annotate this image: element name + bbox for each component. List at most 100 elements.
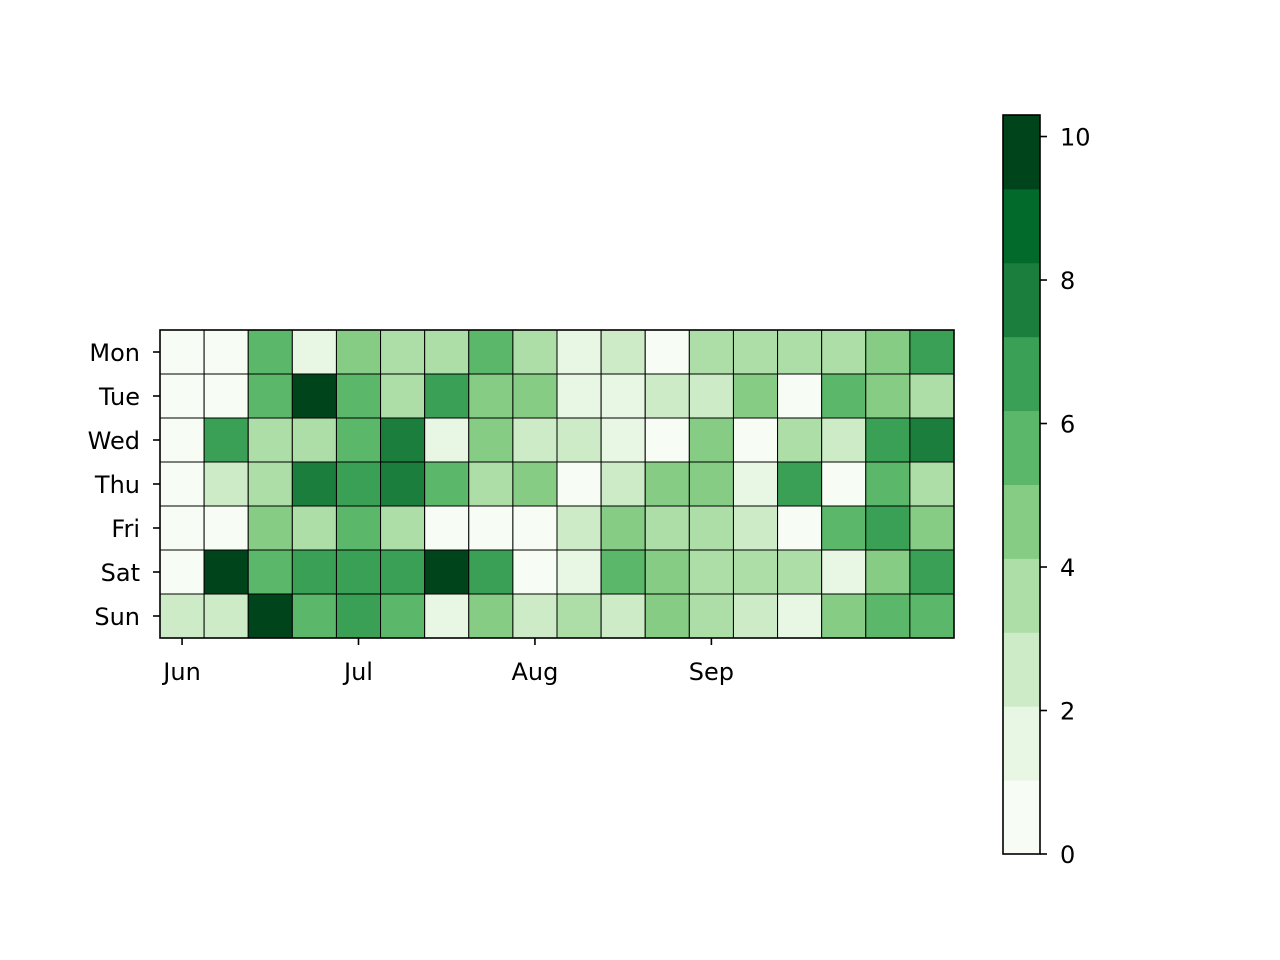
heatmap-cell bbox=[909, 329, 955, 375]
heatmap-cell bbox=[203, 417, 249, 463]
heatmap-cell bbox=[380, 461, 426, 507]
heatmap-cell bbox=[865, 505, 911, 551]
heatmap-cell bbox=[291, 549, 337, 595]
heatmap-cell bbox=[203, 373, 249, 419]
heatmap-cell bbox=[600, 373, 646, 419]
heatmap-cell bbox=[556, 373, 602, 419]
heatmap-cell bbox=[203, 505, 249, 551]
heatmap-cell bbox=[909, 593, 955, 639]
heatmap-cell bbox=[732, 505, 779, 551]
heatmap-cell bbox=[688, 461, 734, 507]
heatmap-cell bbox=[909, 373, 955, 419]
colorbar-band bbox=[1003, 115, 1040, 190]
heatmap-cell bbox=[556, 329, 602, 375]
heatmap-cell bbox=[865, 461, 911, 507]
heatmap-cell bbox=[380, 373, 426, 419]
colorbar-band bbox=[1003, 558, 1040, 633]
heatmap-cell bbox=[291, 329, 337, 375]
heatmap-cell bbox=[644, 329, 690, 375]
heatmap-cell bbox=[688, 373, 734, 419]
heatmap-cell bbox=[688, 505, 734, 551]
heatmap-cell bbox=[777, 549, 823, 595]
heatmap-cell bbox=[203, 461, 249, 507]
heatmap-cell bbox=[335, 549, 382, 595]
heatmap-cell bbox=[556, 461, 602, 507]
heatmap-cell bbox=[512, 373, 558, 419]
colorbar-tick-label: 10 bbox=[1060, 124, 1091, 152]
heatmap-cell bbox=[159, 417, 205, 463]
heatmap-cell bbox=[424, 417, 470, 463]
heatmap-cell bbox=[512, 417, 558, 463]
heatmap-cell bbox=[159, 593, 205, 639]
heatmap-cell bbox=[821, 461, 867, 507]
heatmap-cell bbox=[380, 549, 426, 595]
heatmap-cell bbox=[865, 329, 911, 375]
x-tick-label: Sep bbox=[689, 658, 734, 686]
heatmap-cell bbox=[291, 417, 337, 463]
heatmap-cell bbox=[600, 417, 646, 463]
y-tick-label: Wed bbox=[88, 427, 140, 455]
heatmap-cell bbox=[821, 417, 867, 463]
heatmap-cell bbox=[556, 549, 602, 595]
heatmap-cell bbox=[777, 329, 823, 375]
heatmap-cell bbox=[468, 417, 514, 463]
heatmap-cell bbox=[291, 373, 337, 419]
heatmap-cell bbox=[909, 417, 955, 463]
y-tick-label: Sat bbox=[101, 559, 140, 587]
colorbar-frame bbox=[1002, 114, 1041, 855]
heatmap-cell bbox=[335, 505, 382, 551]
heatmap-cell bbox=[688, 593, 734, 639]
heatmap-cell bbox=[865, 373, 911, 419]
heatmap-cell bbox=[732, 461, 779, 507]
heatmap-cell bbox=[335, 461, 382, 507]
heatmap-cell bbox=[380, 505, 426, 551]
heatmap-cell bbox=[600, 505, 646, 551]
heatmap-cell bbox=[159, 373, 205, 419]
y-tick-label: Thu bbox=[94, 471, 140, 499]
heatmap-cell bbox=[909, 505, 955, 551]
heatmap-cell bbox=[468, 461, 514, 507]
heatmap-cell bbox=[247, 549, 293, 595]
heatmap-cell bbox=[468, 329, 514, 375]
heatmap-cell bbox=[909, 549, 955, 595]
heatmap-cell bbox=[159, 505, 205, 551]
colorbar-band bbox=[1003, 262, 1040, 338]
heatmap-cell bbox=[247, 373, 293, 419]
heatmap-cell bbox=[424, 505, 470, 551]
heatmap-cell bbox=[777, 373, 823, 419]
heatmap-cell bbox=[247, 417, 293, 463]
heatmap-cell bbox=[291, 461, 337, 507]
heatmap-cell bbox=[821, 505, 867, 551]
heatmap-cell bbox=[468, 373, 514, 419]
y-tick-label: Sun bbox=[94, 603, 140, 631]
heatmap-cell bbox=[777, 461, 823, 507]
colorbar-band bbox=[1003, 410, 1040, 485]
heatmap-cell bbox=[821, 329, 867, 375]
heatmap-cell bbox=[247, 461, 293, 507]
heatmap-cell bbox=[468, 593, 514, 639]
heatmap-cell bbox=[909, 461, 955, 507]
heatmap-cell bbox=[777, 505, 823, 551]
colorbar-tick-label: 8 bbox=[1060, 267, 1075, 295]
colorbar-tick-label: 4 bbox=[1060, 554, 1075, 582]
heatmap-cell bbox=[821, 549, 867, 595]
heatmap-cell bbox=[688, 329, 734, 375]
y-tick-label: Tue bbox=[98, 383, 140, 411]
heatmap-cell bbox=[732, 373, 779, 419]
heatmap-cell bbox=[644, 373, 690, 419]
heatmap-cell bbox=[600, 461, 646, 507]
heatmap-cell bbox=[424, 461, 470, 507]
heatmap-cell bbox=[865, 549, 911, 595]
heatmap-cell bbox=[335, 417, 382, 463]
x-tick-label: Aug bbox=[512, 658, 559, 686]
heatmap-cell bbox=[424, 549, 470, 595]
heatmap-cell bbox=[291, 505, 337, 551]
heatmap-cell bbox=[644, 417, 690, 463]
heatmap-cell bbox=[380, 417, 426, 463]
heatmap-cell bbox=[821, 593, 867, 639]
colorbar-tick-label: 0 bbox=[1060, 841, 1075, 869]
heatmap-cell bbox=[777, 417, 823, 463]
colorbar-band bbox=[1003, 336, 1040, 412]
x-tick-label: Jul bbox=[342, 658, 373, 686]
